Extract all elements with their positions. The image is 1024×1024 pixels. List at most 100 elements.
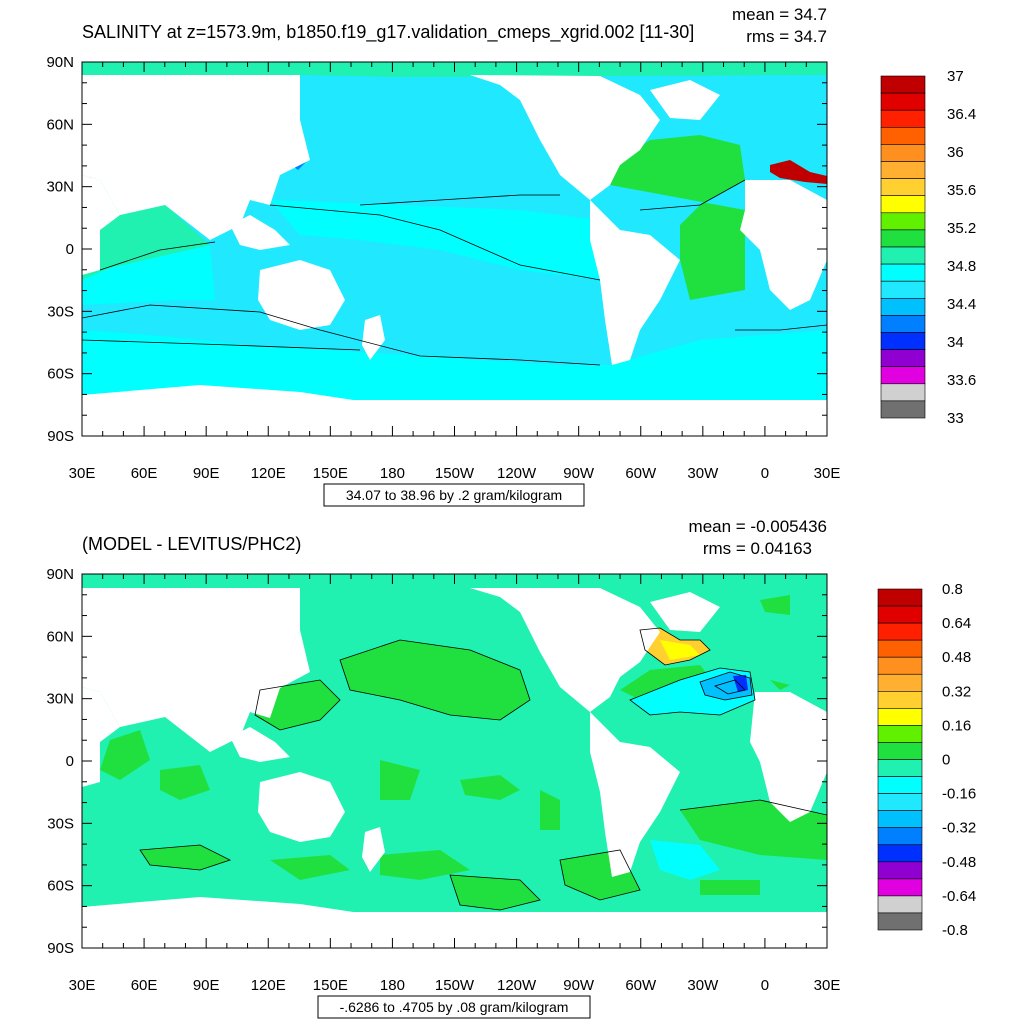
colorbar-label: -0.16: [942, 786, 976, 803]
colorbar-label: 0.32: [942, 683, 971, 700]
colorbar: [880, 75, 926, 419]
labrador-lime: [660, 640, 700, 660]
colorbar-labels: 0.8 0.64 0.48 0.32 0.16 0 -0.16 -0.32 -0.48 -0.64…: [942, 581, 976, 939]
atlantic-field: [610, 135, 745, 300]
lon-label: 60W: [625, 977, 657, 994]
lon-label: 60E: [131, 977, 158, 994]
colorbar-box: [877, 622, 923, 641]
contours: [139, 627, 827, 911]
difference-panel: (MODEL - LEVITUS/PHC2) mean = -0.005436 …: [46, 517, 976, 1019]
colorbar-box: [880, 195, 926, 214]
map-area: [82, 574, 827, 948]
lat-label: 0: [66, 241, 74, 258]
lat-label: 60S: [47, 366, 74, 383]
lon-label: 90E: [193, 465, 220, 482]
axis-ticks: [81, 61, 828, 437]
colorbar-box: [880, 127, 926, 145]
contours: [82, 179, 827, 366]
colorbar-box: [880, 161, 926, 179]
colorbar-box: [877, 725, 923, 743]
colorbar-box: [877, 861, 923, 880]
lon-label: 30E: [69, 465, 96, 482]
mean-stat: mean = -0.005436: [689, 517, 827, 536]
colorbar-label: -0.8: [942, 922, 968, 939]
lon-label: 180: [380, 977, 405, 994]
lon-label: 120E: [251, 465, 286, 482]
lon-label: 120W: [497, 465, 537, 482]
rms-stat: rms = 0.04163: [703, 539, 812, 558]
colorbar-label: 33.6: [947, 372, 976, 389]
panel-title: SALINITY at z=1573.9m, b1850.f19_g17.val…: [82, 22, 694, 43]
colorbar-box: [880, 280, 926, 299]
colorbar-box: [880, 229, 926, 248]
colorbar-box: [880, 383, 926, 402]
colorbar-label: 33: [947, 410, 964, 427]
colorbar-box: [877, 895, 923, 914]
lat-label: 30S: [47, 815, 74, 832]
mean-stat: mean = 34.7: [732, 5, 827, 24]
lat-labels: 90N 60N 30N 0 30S 60S 90S: [46, 566, 74, 957]
colorbar-box: [877, 912, 923, 931]
colorbar-box: [877, 827, 923, 846]
colorbar-label: -0.32: [942, 820, 976, 837]
lat-labels: 90N 60N 30N 0 30S 60S 90S: [46, 54, 74, 445]
lon-label: 60W: [625, 465, 657, 482]
lon-label: 90E: [193, 977, 220, 994]
med-field: [770, 160, 827, 184]
colorbar-box: [877, 759, 923, 777]
lat-label: 30N: [46, 179, 74, 196]
colorbar-box: [880, 297, 926, 316]
colorbar-box: [877, 810, 923, 829]
colorbar-label: 34: [947, 334, 964, 351]
colorbar-box: [880, 349, 926, 368]
colorbar-box: [880, 315, 926, 333]
colorbar-box: [877, 878, 923, 897]
colorbar-box: [877, 605, 923, 624]
colorbar-box: [877, 656, 923, 675]
lon-label: 0: [761, 977, 769, 994]
lon-label: 30E: [69, 977, 96, 994]
colorbar-label: 37: [947, 68, 964, 85]
lat-label: 60N: [46, 116, 74, 133]
colorbar-box: [877, 690, 923, 709]
colorbar-box: [880, 144, 926, 162]
colorbar-box: [877, 742, 923, 760]
lon-label: 180: [380, 465, 405, 482]
colorbar-label: -0.64: [942, 888, 976, 905]
lon-label: 30W: [687, 465, 719, 482]
colorbar-label: 0.16: [942, 717, 971, 734]
south-atlantic-negative: [650, 840, 720, 880]
colorbar-box: [877, 588, 923, 607]
colorbar: [877, 588, 923, 931]
colorbar-box: [880, 75, 926, 94]
colorbar-box: [877, 639, 923, 658]
colorbar-box: [877, 776, 923, 794]
colorbar-label: 0.48: [942, 649, 971, 666]
lon-label: 150E: [313, 465, 348, 482]
rms-stat: rms = 34.7: [746, 27, 827, 46]
lat-label: 90N: [46, 566, 74, 583]
colorbar-label: 35.6: [947, 182, 976, 199]
colorbar-box: [880, 246, 926, 265]
map-area: [82, 62, 827, 436]
panel-title: (MODEL - LEVITUS/PHC2): [82, 534, 301, 554]
lat-label: 90S: [47, 940, 74, 957]
lon-label: 90W: [563, 977, 595, 994]
lon-label: 60E: [131, 465, 158, 482]
colorbar-box: [880, 366, 926, 385]
colorbar-label: 34.8: [947, 258, 976, 275]
lon-labels: 30E 60E 90E 120E 150E 180 150W 120W 90W 60W 30W 0 30…: [69, 977, 841, 994]
info-text: -.6286 to .4705 by .08 gram/kilogram: [340, 999, 569, 1015]
colorbar-label: 35.2: [947, 220, 976, 237]
colorbar-label: 36.4: [947, 106, 976, 123]
colorbar-box: [880, 400, 926, 419]
southern-ocean-field: [82, 330, 827, 400]
indian-low-field: [82, 245, 215, 305]
lat-label: 30S: [47, 303, 74, 320]
lon-label: 30E: [814, 465, 841, 482]
colorbar-box: [880, 109, 926, 128]
lat-label: 60N: [46, 628, 74, 645]
colorbar-box: [877, 708, 923, 726]
axis-ticks: [81, 573, 828, 949]
lon-label: 30E: [814, 977, 841, 994]
